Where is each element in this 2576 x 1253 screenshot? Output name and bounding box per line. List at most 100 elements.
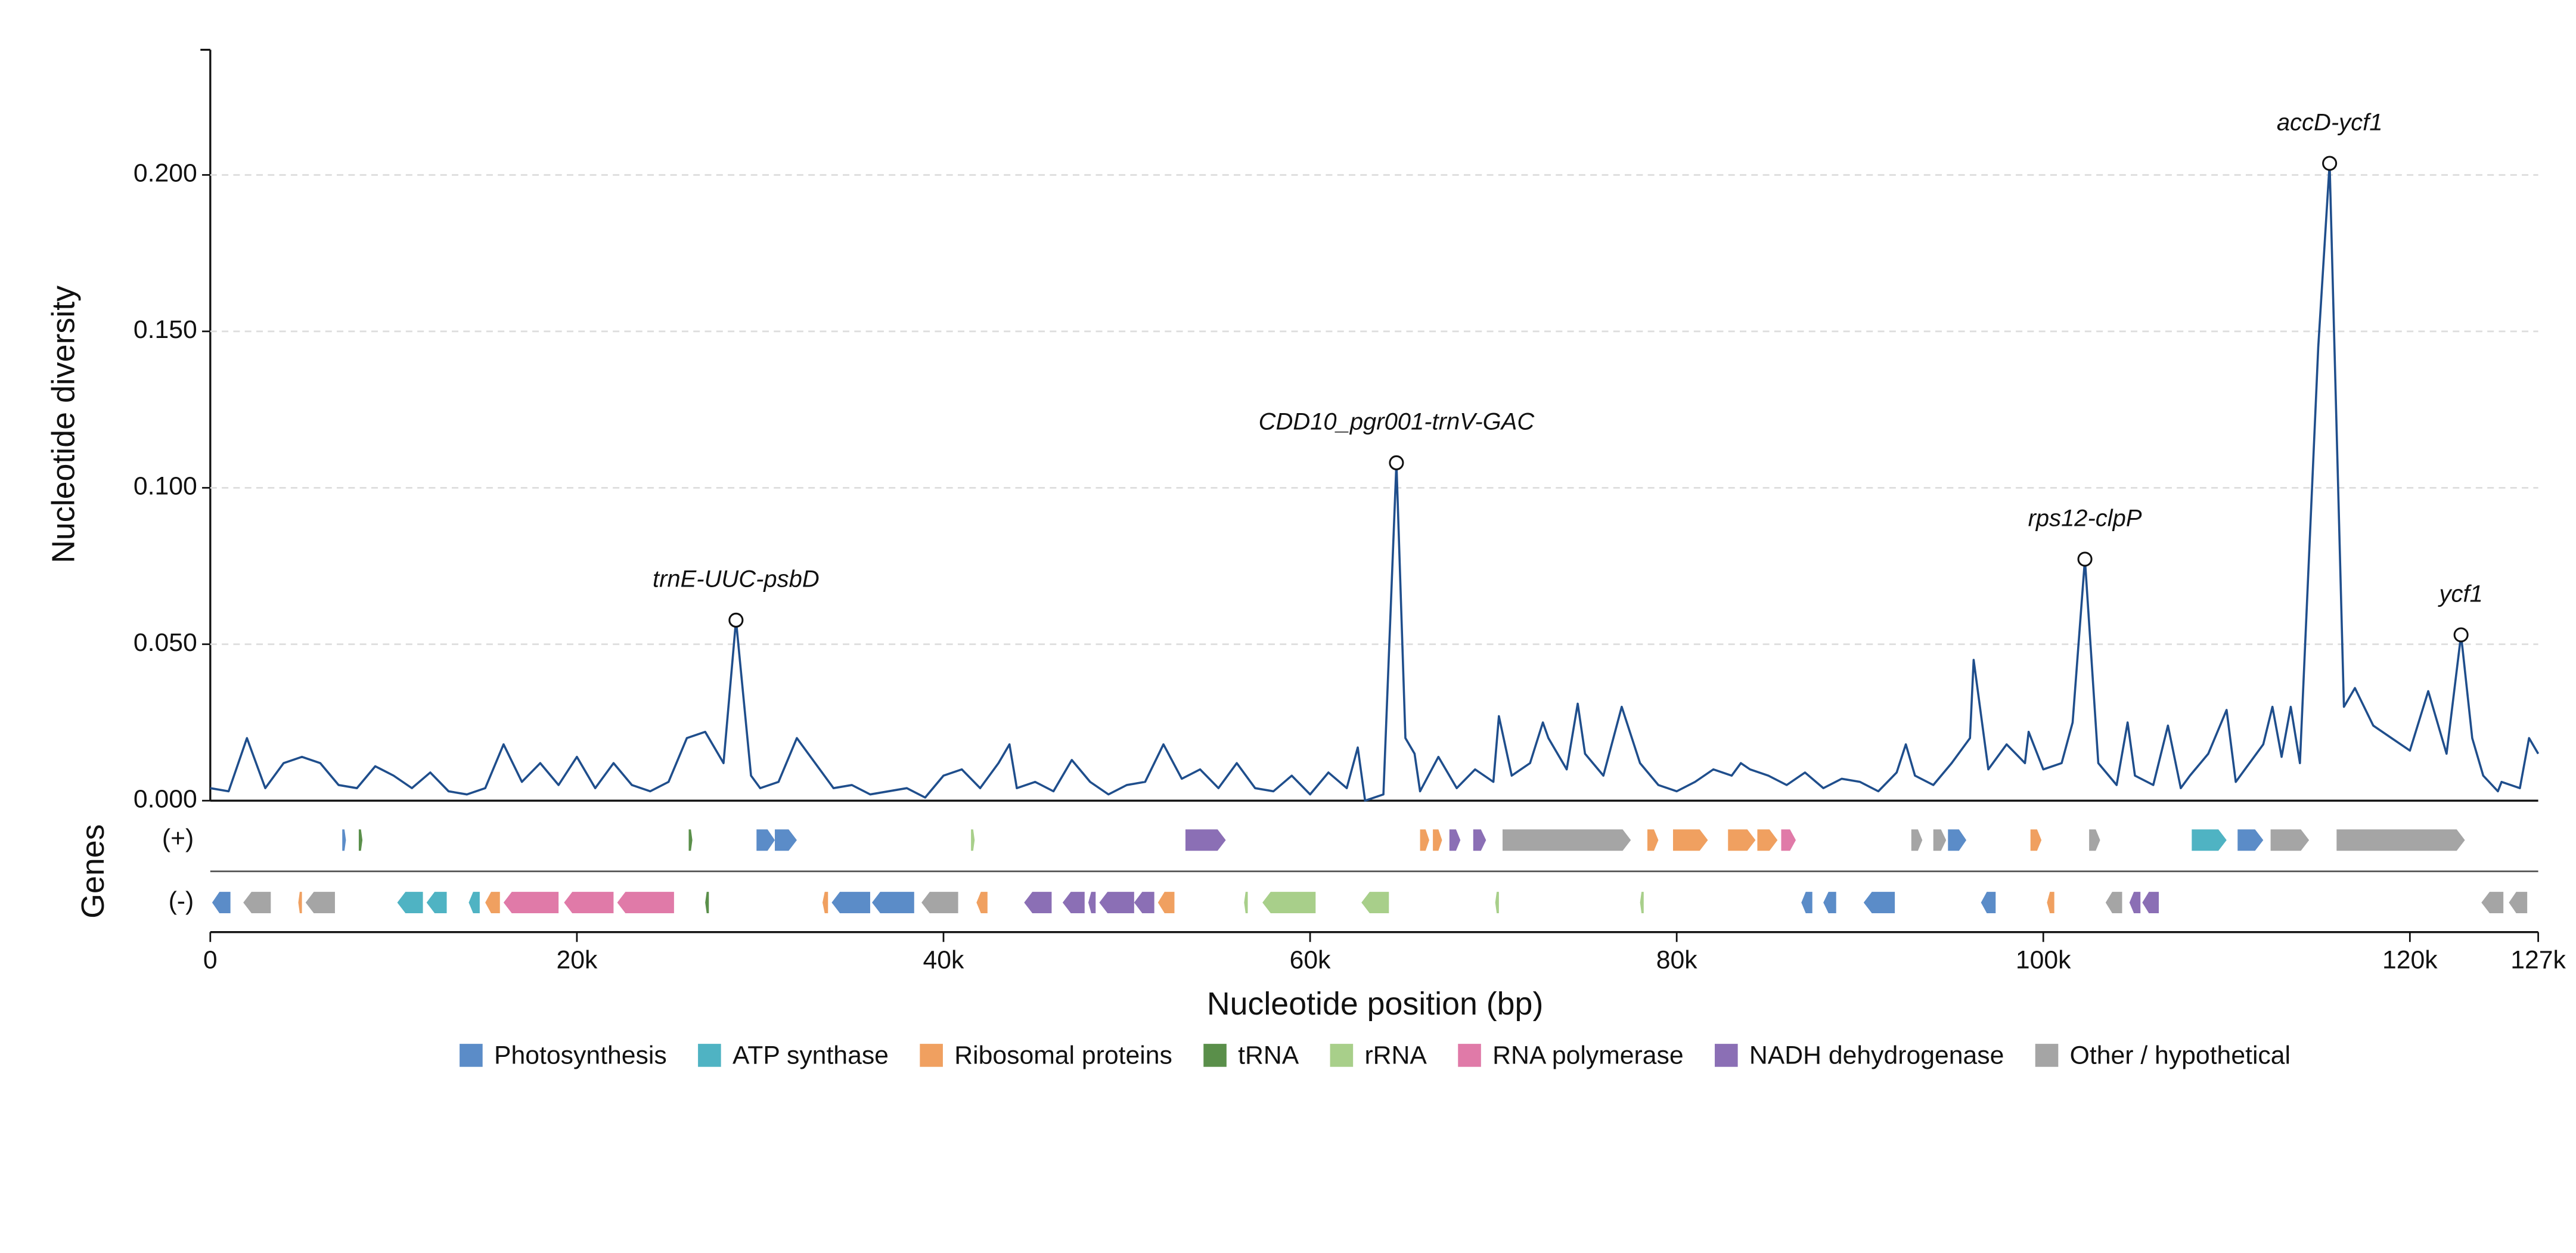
gene: [1948, 829, 1967, 851]
gene: [872, 892, 914, 913]
gene: [2129, 892, 2141, 913]
gene: [342, 829, 346, 851]
legend-swatch: [1715, 1044, 1738, 1067]
gene: [831, 892, 870, 913]
peak-marker: [728, 612, 744, 628]
x-tick-label: 100k: [2016, 946, 2071, 975]
gene: [1781, 829, 1796, 851]
gene: [971, 829, 975, 851]
gene: [468, 892, 480, 913]
diversity-line: [210, 162, 2540, 802]
gene: [1157, 892, 1175, 913]
gene: [1495, 892, 1499, 913]
legend: Photosynthesis ATP synthase Ribosomal prot…: [460, 1041, 2291, 1069]
legend-label: ATP synthase: [733, 1041, 889, 1069]
gene: [1420, 829, 1429, 851]
gene: [1981, 892, 1996, 913]
peak-label: accD-ycf1: [2277, 109, 2383, 135]
x-tick-label: 40k: [923, 946, 965, 975]
gene: [2089, 829, 2100, 851]
legend-swatch: [920, 1044, 943, 1067]
gene: [1728, 829, 1756, 851]
x-tick-label: 20k: [556, 946, 598, 975]
peak-label: CDD10_pgr001-trnV-GAC: [1259, 409, 1535, 435]
y-tick-label: 0.200: [134, 159, 197, 188]
x-axis-label: Nucleotide position (bp): [1207, 986, 1544, 1022]
gene: [1647, 829, 1659, 851]
gene: [1244, 892, 1248, 913]
legend-label: Other / hypothetical: [2070, 1041, 2291, 1069]
legend-swatch: [1458, 1044, 1481, 1067]
legend-swatch: [1330, 1044, 1354, 1067]
gene: [2030, 829, 2042, 851]
legend-label: Photosynthesis: [494, 1041, 667, 1069]
legend-swatch: [2035, 1044, 2059, 1067]
gene: [1361, 892, 1389, 913]
gene: [503, 892, 559, 913]
x-tick-label: 127k: [2510, 946, 2566, 975]
legend-label: rRNA: [1364, 1041, 1427, 1069]
gene: [688, 829, 693, 851]
peak-label: ycf1: [2437, 581, 2482, 607]
gene: [1088, 892, 1096, 913]
gene: [2336, 829, 2465, 851]
gene: [564, 892, 614, 913]
gene: [1099, 892, 1134, 913]
gene: [823, 892, 828, 913]
gene: [756, 829, 775, 851]
peak-marker: [1389, 455, 1404, 470]
gene: [1185, 829, 1226, 851]
gene: [1911, 829, 1923, 851]
y-tick-label: 0.100: [134, 472, 197, 501]
strand-label: (+): [162, 824, 194, 853]
peak-label: trnE-UUC-psbD: [653, 566, 820, 593]
gene: [298, 892, 302, 913]
gene: [705, 892, 709, 913]
strand-label: (-): [169, 886, 194, 915]
gene: [617, 892, 674, 913]
x-tick-label: 0: [203, 946, 218, 975]
gene: [2105, 892, 2122, 913]
gene: [243, 892, 271, 913]
gene: [775, 829, 797, 851]
y-axis-label: Nucleotide diversity: [45, 286, 81, 563]
gene: [1134, 892, 1154, 913]
gene: [2509, 892, 2528, 913]
legend-swatch: [460, 1044, 483, 1067]
gene: [1863, 892, 1895, 913]
legend-label: NADH dehydrogenase: [1749, 1041, 2004, 1069]
gene: [1024, 892, 1052, 913]
gene: [212, 892, 231, 913]
gene: [1449, 829, 1461, 851]
gene: [1262, 892, 1316, 913]
legend-swatch: [698, 1044, 721, 1067]
x-tick-label: 80k: [1656, 946, 1698, 975]
gene: [921, 892, 958, 913]
gene: [397, 892, 423, 913]
legend-label: Ribosomal proteins: [954, 1041, 1172, 1069]
gene: [976, 892, 988, 913]
peak-label: rps12-clpP: [2028, 505, 2142, 531]
gene: [2192, 829, 2227, 851]
y-tick-label: 0.150: [134, 315, 197, 344]
gene: [1673, 829, 1708, 851]
peak-marker: [2453, 627, 2469, 643]
gene: [305, 892, 335, 913]
gene: [2481, 892, 2504, 913]
gene: [1640, 892, 1644, 913]
track-label: Genes: [75, 824, 111, 919]
x-tick-label: 120k: [2382, 946, 2438, 975]
legend-label: RNA polymerase: [1492, 1041, 1684, 1069]
legend-label: tRNA: [1238, 1041, 1299, 1069]
gene: [1433, 829, 1442, 851]
gene: [1823, 892, 1836, 913]
x-tick-label: 60k: [1290, 946, 1332, 975]
gene: [2270, 829, 2310, 851]
gene: [1062, 892, 1085, 913]
peak-marker: [2322, 156, 2338, 171]
gene: [2237, 829, 2264, 851]
gene: [1801, 892, 1812, 913]
legend-swatch: [1203, 1044, 1227, 1067]
